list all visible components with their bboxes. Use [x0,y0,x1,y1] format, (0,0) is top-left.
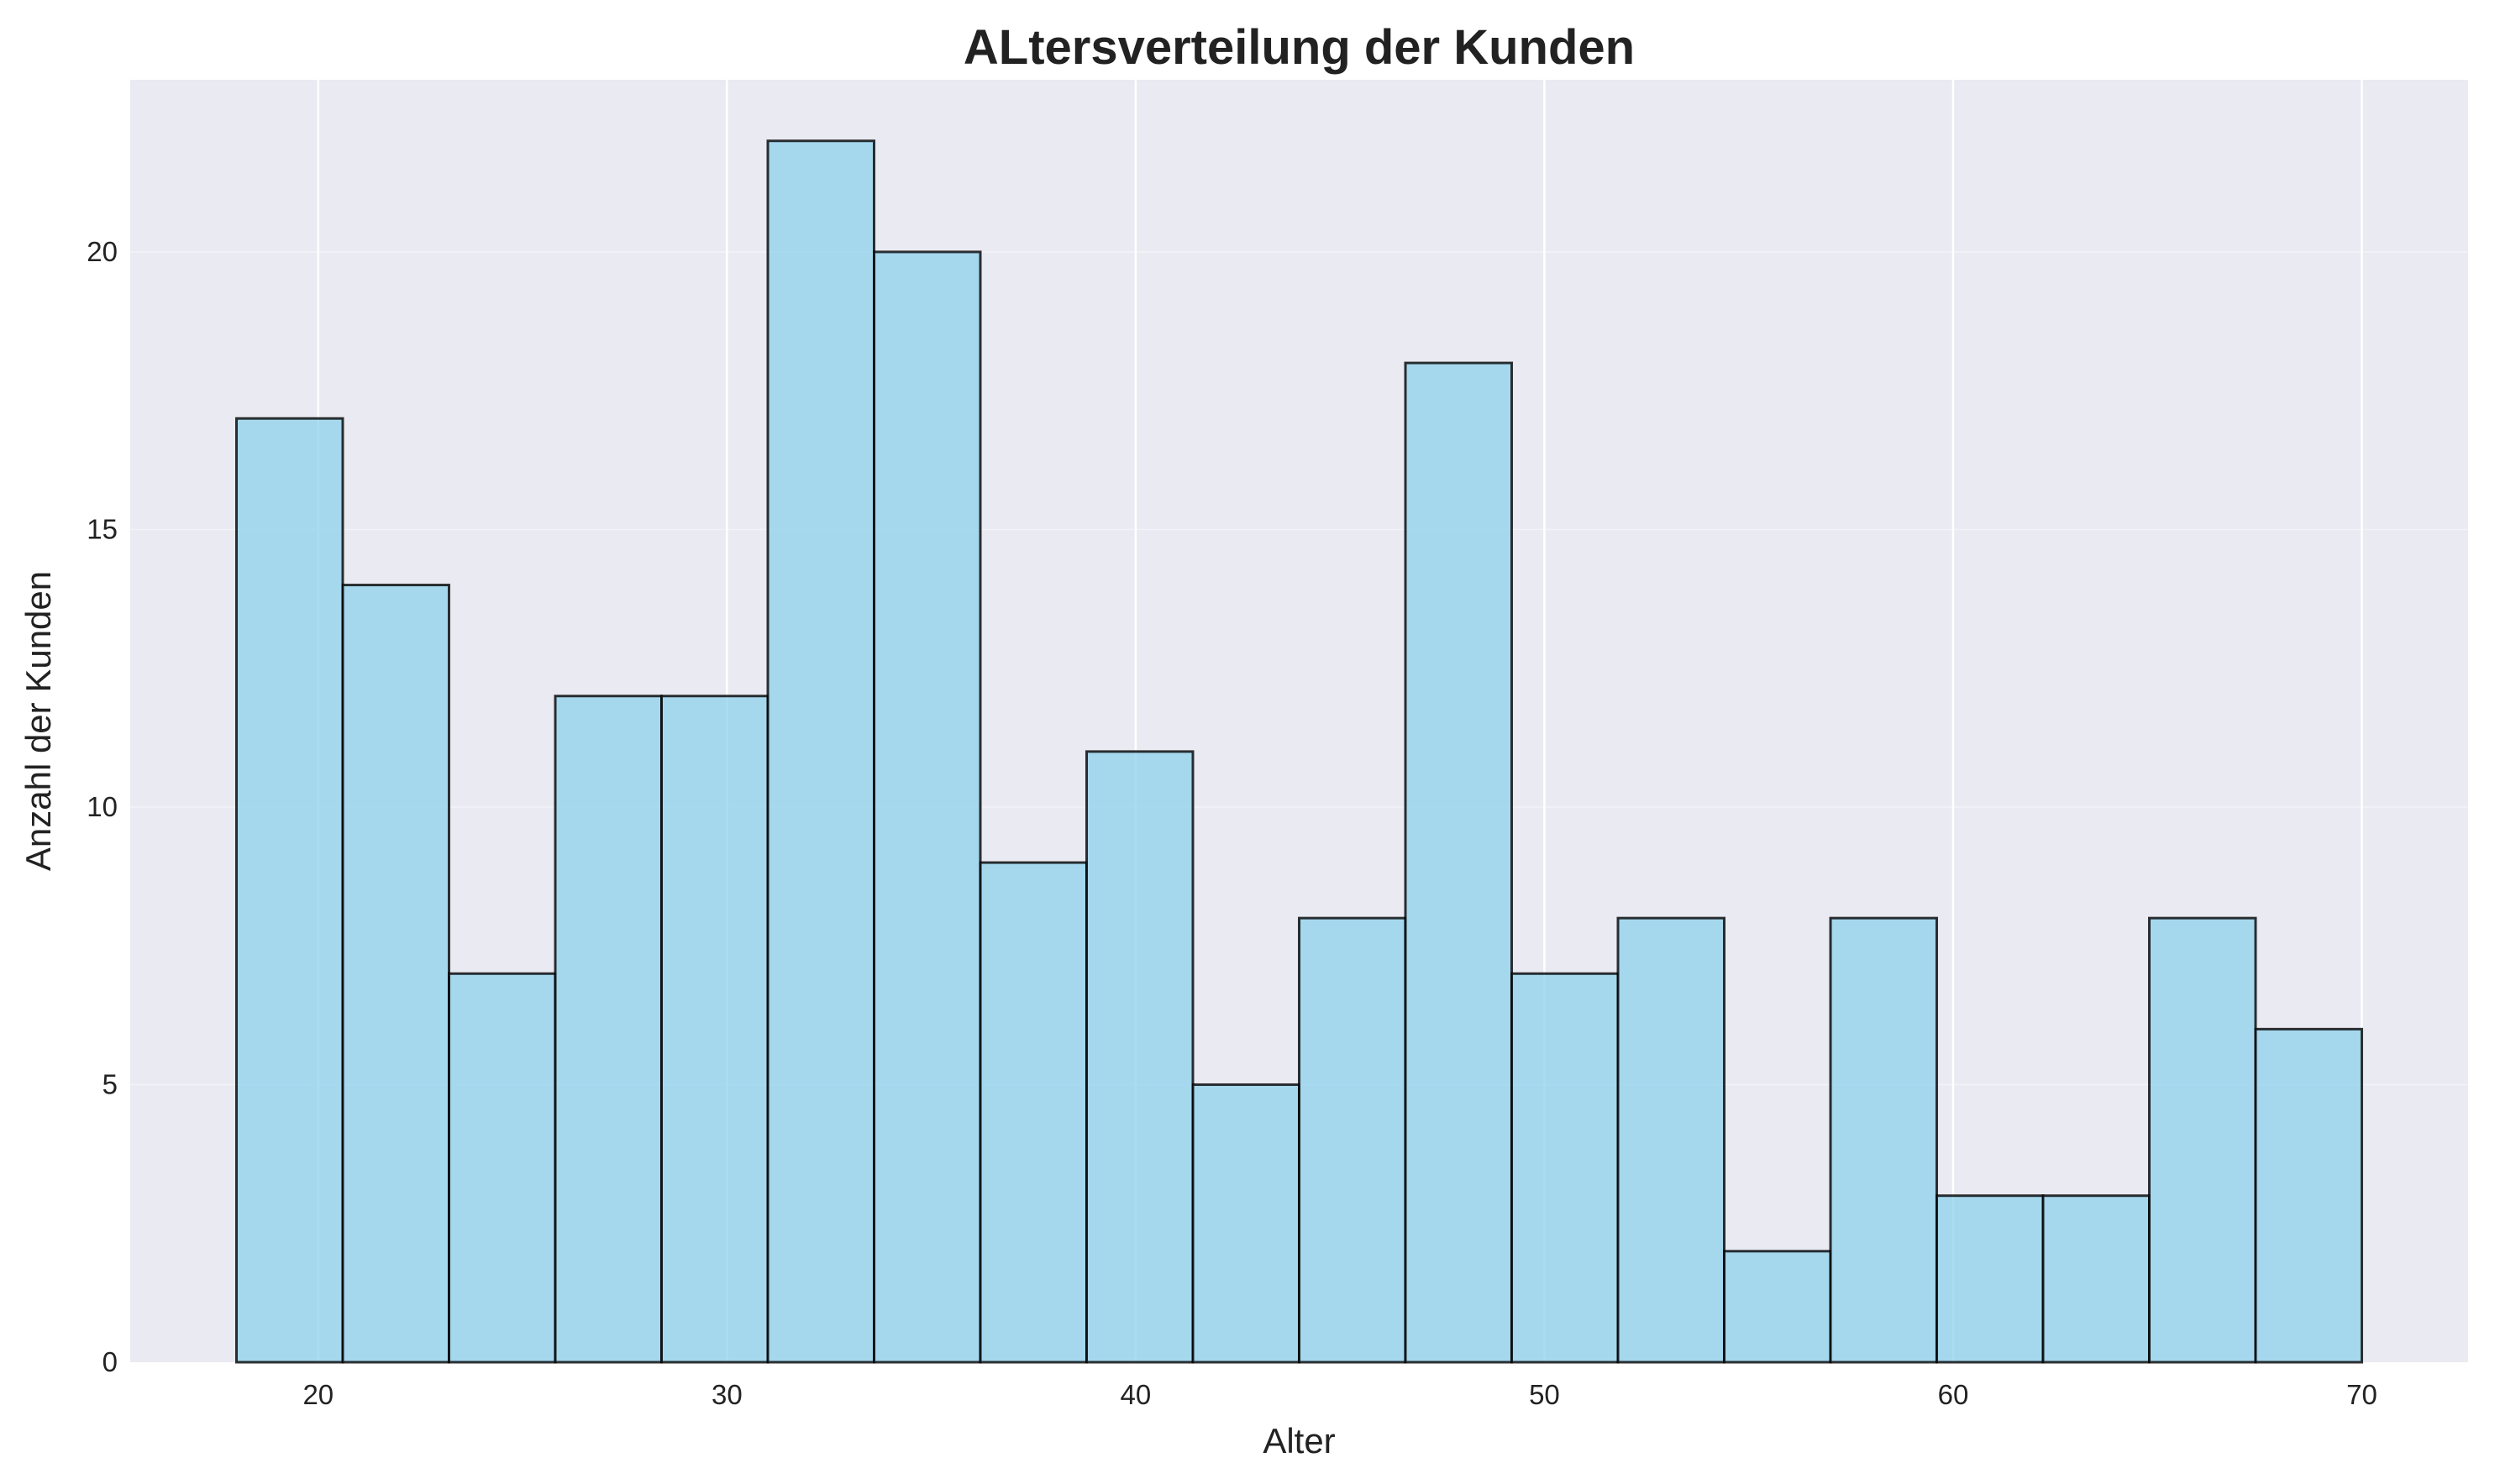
chart-title: ALtersverteilung der Kunden [964,20,1635,75]
histogram-bar [979,861,1088,1364]
histogram-bar [1085,750,1195,1364]
histogram-bar [660,695,770,1364]
y-tick-label: 0 [102,1346,118,1377]
histogram-bar [1829,916,1938,1364]
histogram-bar [554,695,663,1364]
histogram-bar [1936,1194,2045,1364]
histogram-bar [2148,916,2257,1364]
x-axis-label: Alter [1263,1421,1335,1460]
y-axis-label: Anzahl der Kunden [18,571,58,871]
histogram-bar [2254,1027,2363,1364]
x-tick-label: 50 [1529,1379,1560,1410]
histogram-bar [766,139,875,1364]
histogram-bar [1298,916,1407,1364]
x-tick-label: 40 [1121,1379,1152,1410]
y-tick-label: 10 [87,791,118,822]
histogram-bar [1510,972,1620,1364]
y-tick-label: 15 [87,513,118,544]
histogram-bar [341,584,450,1364]
tick-labels: 20 30 40 50 60 70 0 5 10 15 20 [87,236,2377,1410]
histogram-bar [2041,1194,2151,1364]
x-tick-label: 60 [1938,1379,1969,1410]
histogram-bar [235,417,344,1364]
histogram-bar [1404,361,1513,1364]
histogram-bars [235,139,2363,1364]
histogram-bar [873,250,982,1364]
histogram-bar [1723,1250,1832,1364]
y-tick-label: 5 [102,1068,118,1099]
histogram-bar [1616,916,1725,1364]
x-tick-label: 70 [2346,1379,2377,1410]
y-tick-label: 20 [87,236,118,267]
histogram-bar [448,972,557,1364]
histogram-bar [1191,1083,1300,1364]
x-tick-label: 30 [712,1379,743,1410]
x-tick-label: 20 [302,1379,334,1410]
